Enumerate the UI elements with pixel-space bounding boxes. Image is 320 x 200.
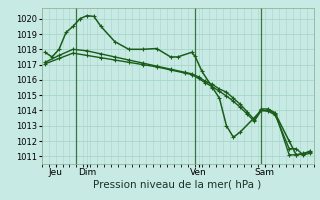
X-axis label: Pression niveau de la mer( hPa ): Pression niveau de la mer( hPa ) <box>93 180 262 190</box>
